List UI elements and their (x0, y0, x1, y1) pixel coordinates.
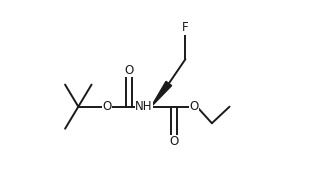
Polygon shape (151, 81, 172, 107)
Text: O: O (102, 100, 112, 113)
Text: F: F (182, 21, 189, 34)
Text: NH: NH (135, 100, 153, 113)
Text: O: O (124, 64, 134, 77)
Text: O: O (170, 135, 179, 148)
Text: O: O (189, 100, 199, 113)
